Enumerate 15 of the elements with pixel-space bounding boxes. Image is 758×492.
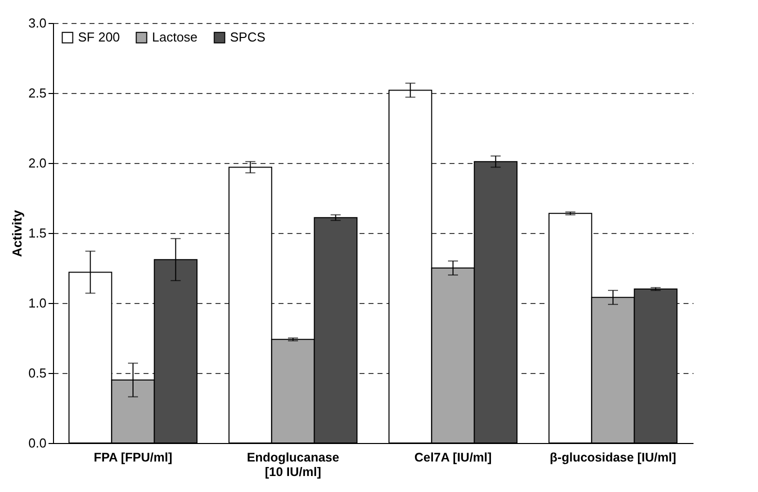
legend-label: Lactose	[152, 30, 198, 45]
x-tick-label: Endoglucanase [10 IU/ml]	[246, 450, 340, 479]
x-tick-label: β-glucosidase [IU/ml]	[550, 450, 676, 464]
y-tick-label: 1.0	[28, 296, 46, 310]
legend-label: SF 200	[78, 30, 120, 45]
y-tick-label: 1.5	[28, 226, 46, 240]
y-tick-label: 3.0	[28, 16, 46, 30]
x-tick-label: FPA [FPU/ml]	[94, 450, 172, 464]
y-tick-label: 2.5	[28, 86, 46, 100]
y-tick-label: 0.5	[28, 366, 46, 380]
y-tick-label: 0.0	[28, 436, 46, 450]
legend-label: SPCS	[230, 30, 266, 45]
x-tick-label: Cel7A [IU/ml]	[414, 450, 492, 464]
y-axis-title: Activity	[9, 209, 24, 257]
y-tick-label: 2.0	[28, 156, 46, 170]
